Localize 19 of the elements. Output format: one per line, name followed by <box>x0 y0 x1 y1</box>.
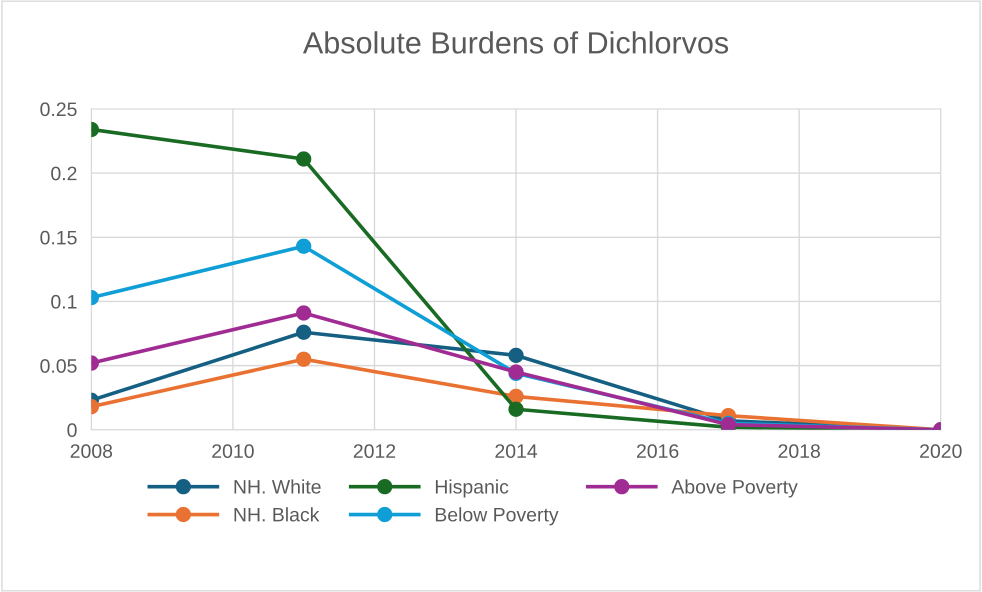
legend-label: Hispanic <box>436 479 508 498</box>
x-tick-label: 2020 <box>920 444 962 458</box>
y-tick-label: 0.25 <box>40 102 77 116</box>
y-tick-label: 0 <box>67 423 77 438</box>
x-tick-label: 2012 <box>354 444 396 458</box>
x-tick-label: 2008 <box>70 444 112 458</box>
x-tick-label: 2010 <box>212 444 254 458</box>
legend-label: Below Poverty <box>436 507 559 526</box>
y-tick-label: 0.15 <box>40 230 77 245</box>
x-tick-label: 2016 <box>636 444 678 458</box>
chart-title: Absolute Burdens of Dichlorvos <box>302 31 728 54</box>
x-tick-label: 2014 <box>495 444 538 458</box>
y-tick-label: 0.05 <box>40 359 77 373</box>
legend-label: Above Poverty <box>671 479 798 498</box>
legend-label: NH. Black <box>234 507 320 522</box>
y-tick-label: 0.1 <box>51 294 76 309</box>
legend-label: NH. White <box>234 479 321 494</box>
x-tick-label: 2018 <box>778 444 820 458</box>
y-tick-label: 0.2 <box>51 166 76 180</box>
